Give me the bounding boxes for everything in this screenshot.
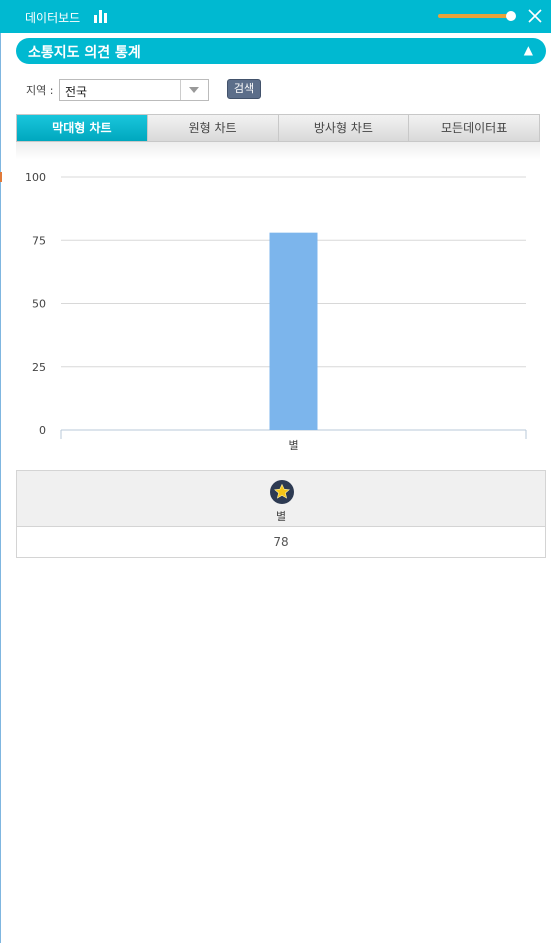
y-tick-label: 100: [25, 171, 46, 184]
tab-radar-chart[interactable]: 방사형 차트: [279, 115, 410, 141]
bar-chart: 0 25 50 75 100 별: [16, 160, 546, 460]
section-title: 소통지도 의견 통계: [28, 42, 141, 62]
app-title: 데이터보드: [25, 9, 80, 26]
region-select[interactable]: 전국: [59, 79, 209, 101]
opacity-slider[interactable]: [438, 11, 520, 21]
tab-bar-chart[interactable]: 막대형 차트: [17, 115, 148, 141]
left-edge-marker: [0, 172, 2, 182]
table-row: 78: [17, 527, 545, 557]
collapse-icon[interactable]: ▲: [524, 43, 533, 57]
chart-tabs: 막대형 차트 원형 차트 방사형 차트 모든데이터표: [16, 114, 540, 142]
close-icon[interactable]: [527, 8, 543, 24]
slider-knob[interactable]: [506, 11, 516, 21]
x-tick-label: 별: [288, 439, 298, 452]
region-label: 지역 :: [26, 82, 53, 98]
star-icon: [270, 480, 294, 504]
y-tick-label: 0: [39, 424, 46, 437]
data-table: 별 78: [16, 470, 546, 558]
bar: [270, 233, 318, 430]
y-tick-label: 50: [32, 298, 46, 311]
dropdown-button[interactable]: [180, 80, 208, 100]
region-select-value: 전국: [65, 83, 87, 100]
tab-pie-chart[interactable]: 원형 차트: [148, 115, 279, 141]
y-tick-label: 75: [32, 234, 46, 247]
bar-chart-icon[interactable]: [94, 10, 108, 23]
tab-all-data-table[interactable]: 모든데이터표: [409, 115, 539, 141]
y-tick-label: 25: [32, 361, 46, 374]
slider-track: [438, 14, 511, 18]
section-header[interactable]: 소통지도 의견 통계 ▲: [16, 38, 546, 64]
top-bar: 데이터보드: [0, 0, 551, 33]
table-header-label: 별: [17, 508, 545, 524]
table-header: 별: [17, 471, 545, 527]
left-edge-line: [0, 0, 1, 943]
tab-shadow: [16, 142, 540, 160]
search-button[interactable]: 검색: [227, 79, 261, 99]
chevron-down-icon: [189, 87, 199, 93]
